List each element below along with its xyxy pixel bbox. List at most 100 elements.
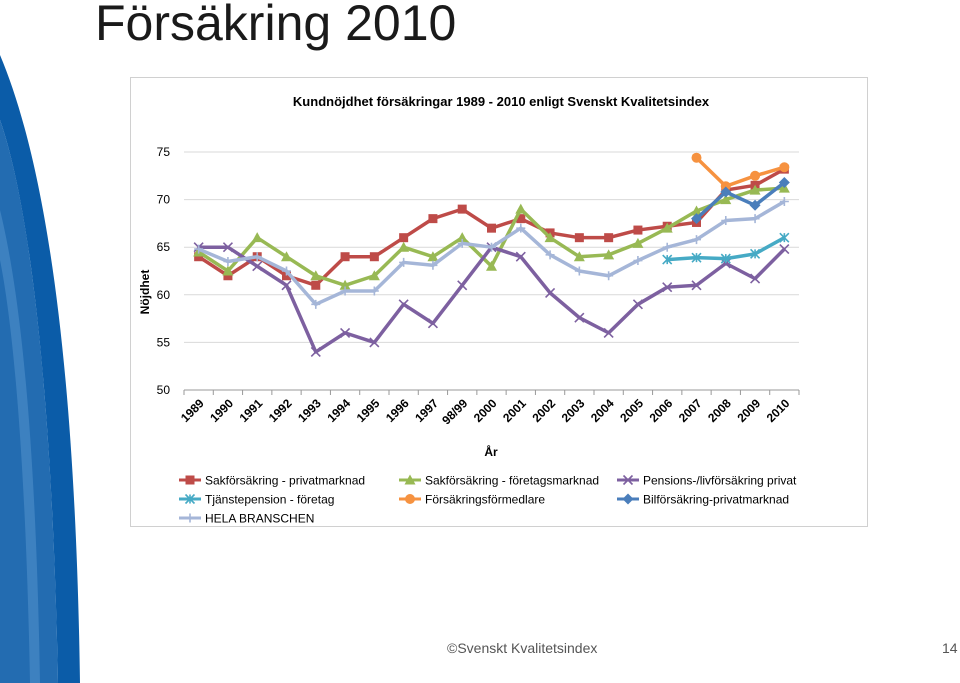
x-tick-label: 1992 [266,396,295,425]
x-tick-label: 2002 [529,396,558,425]
data-point [516,223,526,233]
data-point [399,257,409,267]
legend-swatch-marker [185,513,195,523]
data-point [427,251,439,262]
x-axis-ticks: 1989 1990 1991 1992 1993 1994 1995 1996 199798/9… [178,390,800,427]
data-point [311,280,321,290]
data-point [310,346,321,357]
data-point [281,280,292,291]
data-point [574,233,584,243]
data-point [573,251,585,262]
data-point [487,223,496,233]
legend-label: Sakförsäkring - företagsmarknad [425,474,599,488]
data-point [252,261,263,272]
data-point [368,270,380,281]
data-point [750,170,761,181]
legend-label: HELA BRANSCHEN [205,512,314,526]
data-point [632,299,643,310]
data-point [691,205,702,216]
data-point [251,232,263,243]
line-chart: Kundnöjdhet försäkringar 1989 - 2010 enl… [138,94,800,526]
legend-item: Bilförsäkring-privatmarknad [617,493,789,507]
data-point [457,204,467,214]
legend-swatch-marker [404,474,416,485]
data-point [398,241,410,252]
legend-item: Tjänstepension - företag [179,493,334,507]
series-lines [193,152,790,357]
legend-swatch-marker [184,493,196,505]
data-point [252,252,262,262]
data-point [340,286,350,296]
x-axis-label: År [484,444,498,459]
data-point [750,214,760,224]
data-point [222,265,234,276]
x-tick-label: 1995 [354,396,383,425]
x-tick-label: 1994 [324,396,353,425]
data-point [749,184,761,195]
data-point [720,186,732,198]
legend-label: Pensions-/livförsäkring privat [643,474,797,488]
data-point [720,253,731,264]
data-point [603,249,615,260]
legend-item: Sakförsäkring - företagsmarknad [399,474,599,488]
swoosh-dark-band [0,55,80,683]
y-axis-ticks: 50 55 60 65 70 75 [157,145,171,397]
y-tick-label: 50 [157,383,171,397]
data-point [398,299,409,310]
data-point [515,203,527,214]
data-point [544,232,556,243]
swoosh-highlight [0,210,40,683]
legend-label: Försäkringsförmedlare [425,493,545,507]
x-tick-label: 2003 [559,396,588,425]
data-point [662,242,672,252]
x-tick-label: 1990 [207,396,236,425]
x-tick-label: 1991 [237,396,266,425]
x-tick-label: 1996 [383,396,412,425]
data-point [750,248,761,259]
data-point [457,238,467,248]
data-point [779,197,789,207]
y-tick-label: 60 [157,288,171,302]
data-point [574,266,584,276]
data-point [515,251,526,262]
data-point [662,254,673,265]
data-point [282,271,291,281]
data-point [340,327,351,338]
y-tick-label: 55 [157,335,171,349]
data-point [662,282,673,293]
data-point [604,271,614,281]
x-tick-label: 2009 [734,396,763,425]
legend-item: Försäkringsförmedlare [399,493,545,507]
data-point [779,244,790,255]
footer-copyright: ©Svenskt Kvalitetsindex [447,640,598,656]
data-point [399,233,409,243]
data-point [223,256,233,266]
data-point [194,252,204,262]
series-1 [193,182,790,290]
series-6 [194,197,789,309]
swoosh-light-band [0,120,58,683]
data-point [691,252,702,263]
data-point [691,152,702,163]
x-tick-label: 2004 [588,396,617,425]
data-point [632,237,644,248]
data-point [779,232,790,243]
data-point [487,242,496,252]
y-tick-label: 70 [157,193,171,207]
data-point [779,162,790,173]
data-point [282,266,291,276]
data-point [516,214,526,224]
x-tick-label: 1989 [178,396,207,425]
legend-swatch-marker [405,494,415,504]
x-tick-label: 2007 [676,396,705,425]
data-point [340,252,350,262]
legend-item: HELA BRANSCHEN [179,512,314,526]
slide-title: Försäkring 2010 [95,0,457,51]
legend-swatch-marker [622,474,634,486]
data-point [720,194,732,205]
legend-swatch-marker [185,475,195,485]
data-point [661,222,673,233]
x-tick-label: 2005 [617,396,646,425]
legend-item: Sakförsäkring - privatmarknad [179,474,365,488]
data-point [691,213,702,225]
